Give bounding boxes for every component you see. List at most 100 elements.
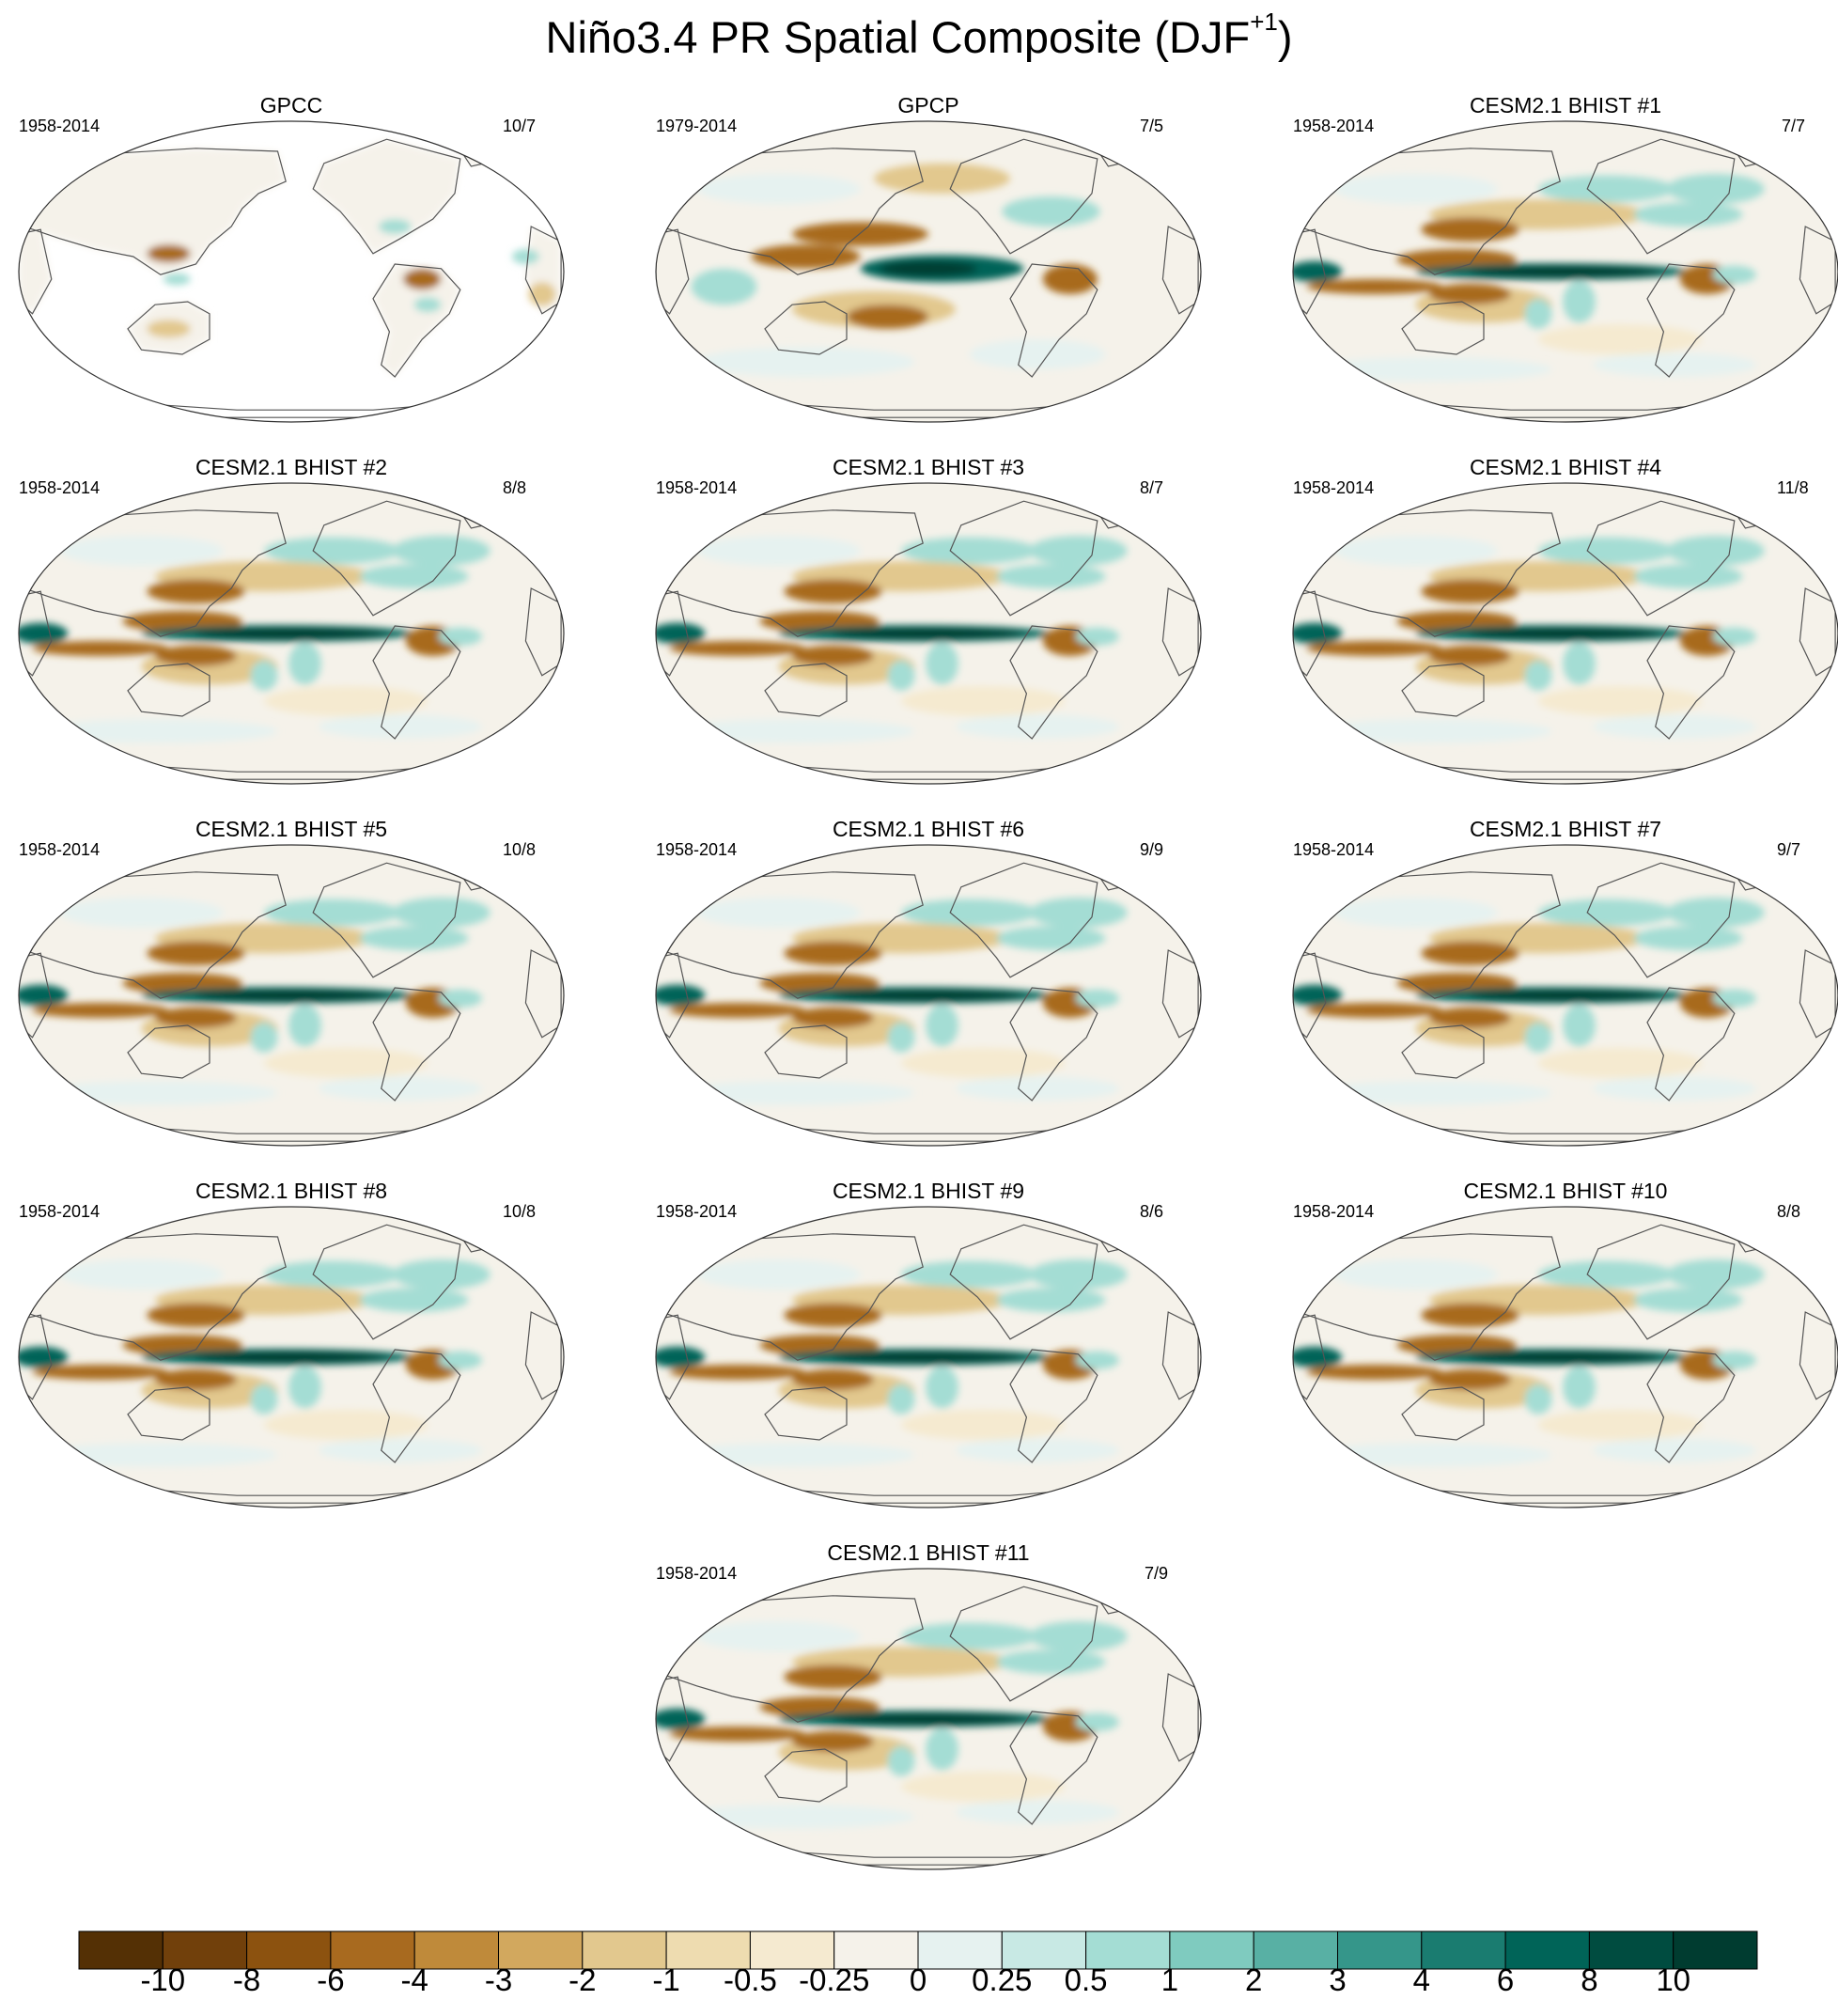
anomaly-region: [1421, 941, 1519, 965]
coastline-asia: [661, 148, 924, 275]
anomaly-region: [1075, 989, 1119, 1008]
colorbar-swatch: [162, 1930, 248, 1970]
map-panel: CESM2.1 BHIST #10 1958-2014 8/8: [1284, 1177, 1838, 1534]
coastline-africaW: [19, 952, 53, 1039]
anomaly-region: [1333, 174, 1498, 204]
anomaly-region: [656, 1708, 706, 1730]
colorbar-swatch: [1673, 1930, 1758, 1970]
anomaly-region: [901, 1410, 1065, 1440]
anomaly-region: [1429, 645, 1511, 667]
anomaly-region: [32, 641, 169, 656]
anomaly-region: [195, 1352, 387, 1363]
colorbar-swatch: [498, 1930, 584, 1970]
anomaly-region: [378, 219, 412, 234]
coastline-asia: [1298, 509, 1561, 637]
anomaly-region: [1029, 1259, 1128, 1289]
anomaly-region: [19, 622, 69, 645]
anomaly-region: [1470, 266, 1661, 277]
map-border: [18, 1206, 565, 1508]
coastline-australia: [764, 1386, 848, 1441]
anomaly-region: [1429, 283, 1511, 305]
anomaly-region: [1002, 196, 1100, 227]
anomaly-region: [147, 320, 191, 338]
colorbar-swatch: [78, 1930, 164, 1970]
anomaly-region: [784, 941, 882, 965]
coastline-africaW: [656, 590, 690, 677]
anomaly-region: [1029, 898, 1128, 928]
anomaly-region: [1538, 899, 1674, 927]
anomaly-region: [413, 297, 442, 313]
anomaly-region: [392, 898, 491, 928]
anomaly-region: [792, 1368, 874, 1391]
anomaly-region: [264, 1410, 428, 1440]
colorbar-swatch: [1001, 1930, 1087, 1970]
colorbar-swatch: [833, 1930, 919, 1970]
page-title: Niño3.4 PR Spatial Composite (DJF+1): [0, 9, 1838, 66]
panel-title: CESM2.1 BHIST #1: [1469, 93, 1662, 117]
coastline-asia: [23, 148, 287, 275]
anomaly-region: [833, 1713, 1024, 1725]
anomaly-region: [887, 1022, 915, 1053]
world-map: [655, 844, 1202, 1147]
coastline-asia: [23, 871, 287, 999]
coastline-northAmerica: [949, 1586, 1098, 1702]
anomaly-region: [19, 984, 69, 1007]
colorbar-tick-label: 10: [1656, 1962, 1691, 1997]
map-panel: CESM2.1 BHIST #2 1958-2014 8/8: [9, 453, 573, 810]
anomaly-region: [901, 1772, 1065, 1802]
anomaly-region: [901, 686, 1065, 716]
anomaly-region: [669, 1727, 806, 1742]
panel-event-count: 10/7: [503, 117, 537, 135]
anomaly-region: [1538, 1260, 1674, 1289]
coastline-asia: [661, 509, 924, 637]
coastline-africaW: [19, 228, 53, 315]
coastline-southAmerica: [1009, 263, 1098, 378]
anomaly-region: [1293, 1346, 1343, 1368]
anomaly-region: [1075, 1351, 1119, 1369]
coastline-australia: [764, 1024, 848, 1079]
anomaly-region: [1470, 1352, 1661, 1363]
anomaly-region: [1666, 898, 1765, 928]
anomaly-region: [264, 1260, 400, 1289]
coastline-africaW: [19, 1314, 53, 1400]
map-border: [655, 120, 1202, 423]
colorbar-swatch: [1588, 1930, 1674, 1970]
anomaly-region: [1593, 352, 1756, 378]
coastline-africaE: [524, 1311, 562, 1400]
colorbar-tick-label: -1: [652, 1962, 680, 1997]
coastline-southAmerica: [372, 625, 461, 740]
map-panel: CESM2.1 BHIST #4 1958-2014 11/8: [1284, 453, 1838, 810]
map-panel: CESM2.1 BHIST #8 1958-2014 10/8: [9, 1177, 573, 1534]
coastline-southAmerica: [1009, 987, 1098, 1102]
anomaly-region: [1538, 1410, 1702, 1440]
coastline-northAmerica: [1586, 1224, 1736, 1340]
colorbar-swatch: [1421, 1930, 1506, 1970]
anomaly-region: [1524, 1383, 1552, 1414]
panel-title: CESM2.1 BHIST #8: [195, 1179, 388, 1203]
anomaly-region: [1666, 1259, 1765, 1289]
coastline-australia: [764, 663, 848, 717]
anomaly-region: [926, 642, 958, 685]
anomaly-region: [1306, 719, 1552, 743]
colorbar-swatch: [917, 1930, 1003, 1970]
anomaly-region: [288, 1366, 321, 1409]
panel-title: CESM2.1 BHIST #3: [832, 455, 1025, 479]
coastline-northAmerica: [949, 1224, 1098, 1340]
anomaly-region: [319, 1076, 482, 1101]
world-map: [655, 1568, 1202, 1870]
panel-period: 1958-2014: [656, 478, 738, 497]
coastline-africaE: [1161, 949, 1199, 1039]
anomaly-region: [1029, 536, 1128, 566]
anomaly-region: [833, 1352, 1024, 1363]
coastline-africaW: [1293, 1314, 1327, 1400]
anomaly-region: [1421, 579, 1519, 603]
anomaly-region: [847, 305, 928, 329]
panel-event-count: 8/8: [503, 478, 527, 497]
anomaly-region: [1306, 1081, 1552, 1105]
coastline-northAmerica: [312, 862, 461, 978]
coastline-southAmerica: [1646, 987, 1736, 1102]
colorbar-tick-label: 0.5: [1064, 1962, 1108, 1997]
anomaly-region: [887, 660, 915, 691]
anomaly-region: [669, 641, 806, 656]
coastline-africaW: [656, 952, 690, 1039]
